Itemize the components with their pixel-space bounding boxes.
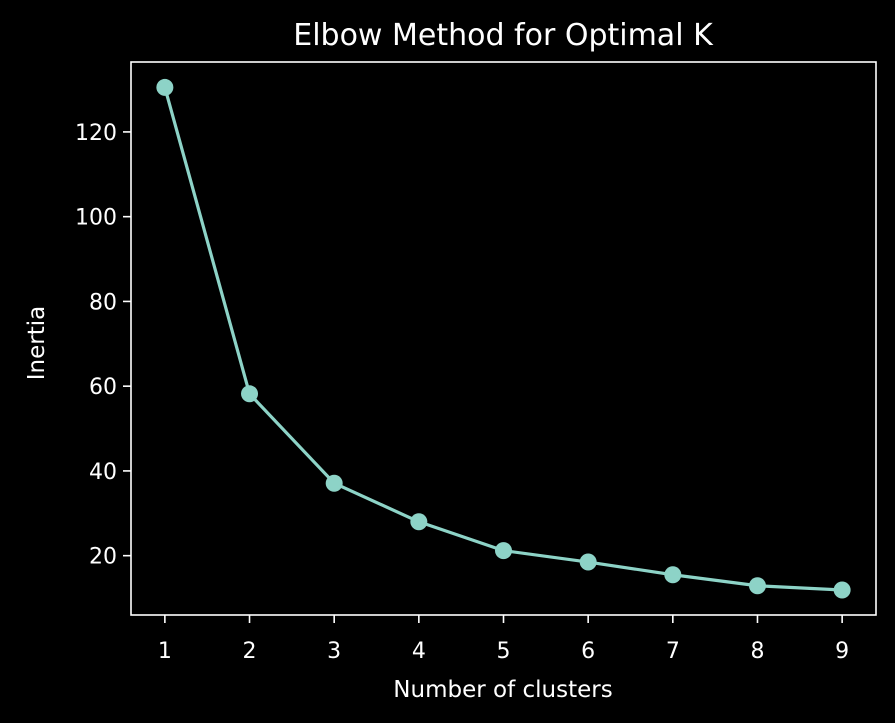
x-tick-label: 3 bbox=[327, 639, 341, 664]
data-point bbox=[325, 474, 343, 492]
data-point bbox=[156, 78, 174, 96]
series-group bbox=[156, 78, 851, 599]
y-tick-label: 60 bbox=[89, 375, 117, 400]
y-tick-label: 80 bbox=[89, 290, 117, 315]
x-ticks: 1 2 3 4 5 6 7 8 9 bbox=[158, 615, 849, 664]
x-axis-label: Number of clusters bbox=[393, 677, 612, 703]
data-point bbox=[579, 553, 597, 571]
data-point bbox=[748, 577, 766, 595]
x-tick-label: 9 bbox=[835, 639, 849, 664]
y-tick-label: 40 bbox=[89, 460, 117, 485]
data-point bbox=[241, 385, 259, 403]
x-tick-label: 4 bbox=[412, 639, 426, 664]
y-tick-label: 100 bbox=[75, 206, 117, 231]
data-point bbox=[410, 513, 428, 531]
x-tick-label: 1 bbox=[158, 639, 172, 664]
x-tick-label: 5 bbox=[497, 639, 511, 664]
x-tick-label: 6 bbox=[581, 639, 595, 664]
x-tick-label: 2 bbox=[243, 639, 257, 664]
y-tick-label: 20 bbox=[89, 545, 117, 570]
x-tick-label: 8 bbox=[750, 639, 764, 664]
y-axis-label: Inertia bbox=[24, 306, 50, 380]
chart-title: Elbow Method for Optimal K bbox=[293, 18, 714, 53]
y-ticks: 20 40 60 80 100 120 bbox=[75, 121, 131, 570]
data-point bbox=[664, 566, 682, 584]
plot-frame bbox=[130, 61, 877, 616]
data-point bbox=[833, 581, 851, 599]
x-tick-label: 7 bbox=[666, 639, 680, 664]
data-point bbox=[495, 542, 512, 560]
y-tick-label: 120 bbox=[75, 121, 117, 146]
